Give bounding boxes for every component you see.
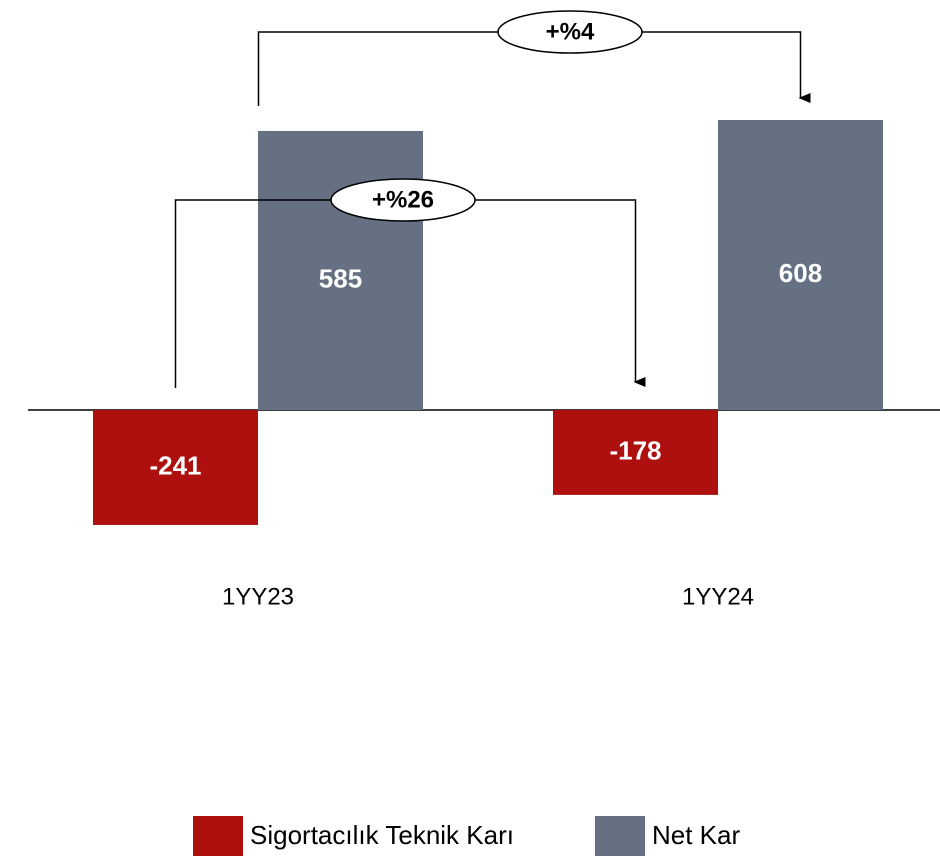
annotation-bubble xyxy=(497,10,643,54)
bar xyxy=(718,120,883,410)
value-label: -241 xyxy=(149,450,201,480)
annotation: +%26 xyxy=(372,186,434,213)
legend-label: Sigortacılık Teknik Karı xyxy=(250,820,514,850)
x-tick-label: 1YY23 xyxy=(222,583,294,610)
x-tick-label: 1YY24 xyxy=(682,583,754,610)
bar xyxy=(93,410,258,525)
legend-swatch xyxy=(193,816,243,856)
value-label: -178 xyxy=(609,435,661,465)
value-label: 608 xyxy=(779,258,822,288)
annotation-bubble xyxy=(330,178,476,222)
bar xyxy=(553,410,718,495)
legend-swatch xyxy=(595,816,645,856)
bar xyxy=(258,130,423,410)
annotation: +%4 xyxy=(546,18,595,45)
legend-label: Net Kar xyxy=(652,820,740,850)
value-label: 585 xyxy=(319,263,362,293)
